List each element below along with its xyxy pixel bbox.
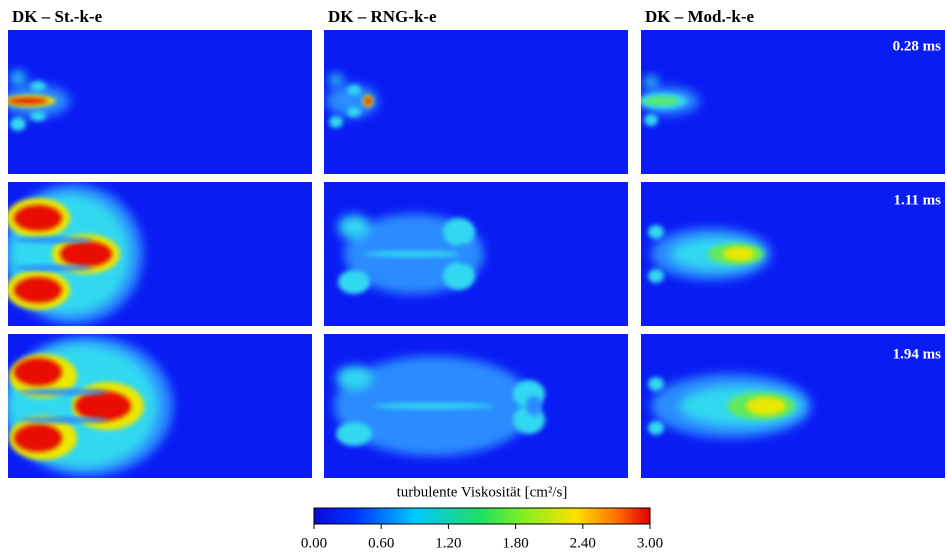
contour-blob: [75, 391, 131, 421]
contour-field: [648, 374, 811, 438]
contour-panel: [324, 334, 628, 478]
contour-blob: [648, 225, 664, 239]
column-title: DK – Mod.-k-e: [645, 7, 755, 26]
contour-blob: [458, 244, 470, 264]
contour-panel: [8, 30, 312, 174]
contour-blob: [338, 215, 370, 239]
colorbar-tick-label: 0.60: [368, 535, 394, 551]
contour-blob: [10, 117, 26, 131]
contour-panel: [324, 182, 628, 326]
contour-blob: [443, 218, 475, 246]
contour-blob: [326, 85, 378, 117]
contour-panel: [8, 182, 312, 326]
contour-field: [8, 184, 143, 324]
contour-blob: [644, 76, 658, 88]
contour-blob: [8, 98, 48, 104]
contour-blob: [365, 97, 371, 105]
contour-blob: [723, 247, 755, 261]
colorbar-tick-label: 2.40: [570, 535, 596, 551]
contour-blob: [336, 422, 372, 446]
colorbar-tick-label: 1.80: [502, 535, 528, 551]
contour-panel: [641, 334, 945, 478]
contour-blob: [443, 262, 475, 290]
contour-panel: [641, 182, 945, 326]
column-title: DK – St.-k-e: [12, 7, 103, 26]
contour-blob: [643, 97, 679, 105]
contour-blob: [338, 270, 370, 294]
contour-blob: [329, 74, 343, 86]
contour-field: [8, 71, 70, 131]
contour-blob: [648, 421, 664, 435]
contour-blob: [347, 107, 361, 117]
contour-blob: [10, 71, 26, 85]
colorbar-tick-label: 3.00: [637, 535, 663, 551]
time-label: 0.28 ms: [893, 38, 941, 54]
contour-blob: [336, 366, 372, 390]
contour-blob: [14, 358, 62, 386]
column-title: DK – RNG-k-e: [328, 7, 437, 26]
colorbar-tick-label: 1.20: [435, 535, 461, 551]
contour-blob: [644, 114, 658, 126]
contour-blob: [13, 265, 93, 271]
contour-blob: [18, 389, 108, 395]
time-label: 1.94 ms: [893, 346, 941, 362]
colorbar-tick-label: 0.00: [301, 535, 327, 551]
contour-field: [326, 74, 378, 128]
contour-blob: [648, 269, 664, 283]
contour-blob: [18, 417, 108, 423]
contour-blob: [14, 424, 62, 452]
panels: [8, 30, 945, 478]
contour-panel: [641, 30, 945, 174]
contour-field: [648, 225, 771, 283]
colorbar-ticks: 0.00 0.60 1.20 1.80 2.40 3.00: [301, 524, 663, 551]
contour-blob: [746, 397, 786, 415]
contour-blob: [374, 403, 494, 409]
contour-blob: [14, 277, 62, 303]
colorbar-label: turbulente Viskosität [cm²/s]: [397, 484, 568, 500]
contour-field: [8, 336, 173, 476]
colorbar: [313, 507, 651, 525]
contour-field: [641, 76, 699, 126]
contour-blob: [364, 251, 464, 257]
contour-blob: [14, 205, 62, 231]
contour-field: [334, 356, 545, 456]
contour-blob: [648, 377, 664, 391]
contour-blob: [30, 81, 46, 91]
contour-panel: [324, 30, 628, 174]
contour-blob: [347, 85, 361, 95]
contour-field: [338, 214, 484, 294]
time-label: 1.11 ms: [893, 192, 941, 208]
contour-blob: [329, 116, 343, 128]
contour-blob: [526, 396, 542, 416]
contour-blob: [30, 111, 46, 121]
contour-blob: [60, 241, 112, 267]
contour-panel: [8, 334, 312, 478]
contour-blob: [13, 237, 93, 243]
